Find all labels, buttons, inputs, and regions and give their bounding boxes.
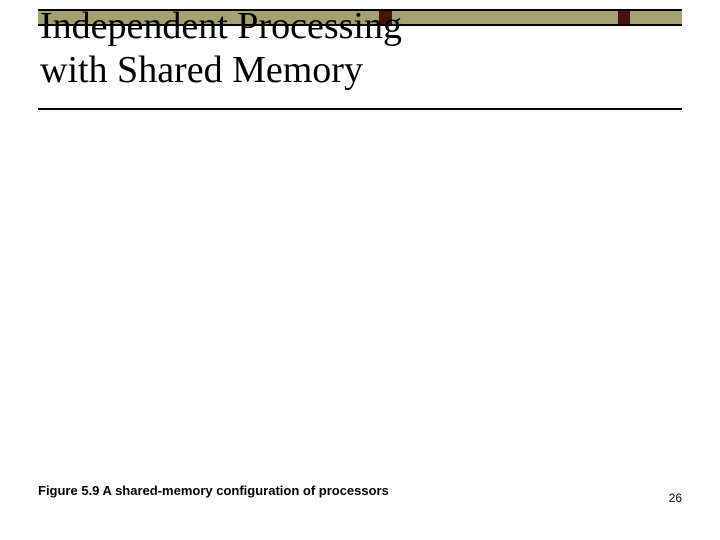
page-number: 26	[669, 491, 682, 505]
horizontal-rule	[38, 108, 682, 110]
slide-title: Independent Processing with Shared Memor…	[40, 5, 402, 92]
title-line-2: with Shared Memory	[40, 49, 363, 91]
figure-caption-lead: Figure 5.9	[38, 483, 99, 498]
figure-caption-text: A shared-memory configuration of process…	[99, 483, 388, 498]
band-segment-olive	[392, 9, 617, 26]
title-line-1: Independent Processing	[40, 5, 402, 47]
band-segment-olive	[630, 9, 682, 26]
band-segment-dark	[618, 9, 631, 26]
figure-caption: Figure 5.9 A shared-memory configuration…	[38, 483, 389, 498]
